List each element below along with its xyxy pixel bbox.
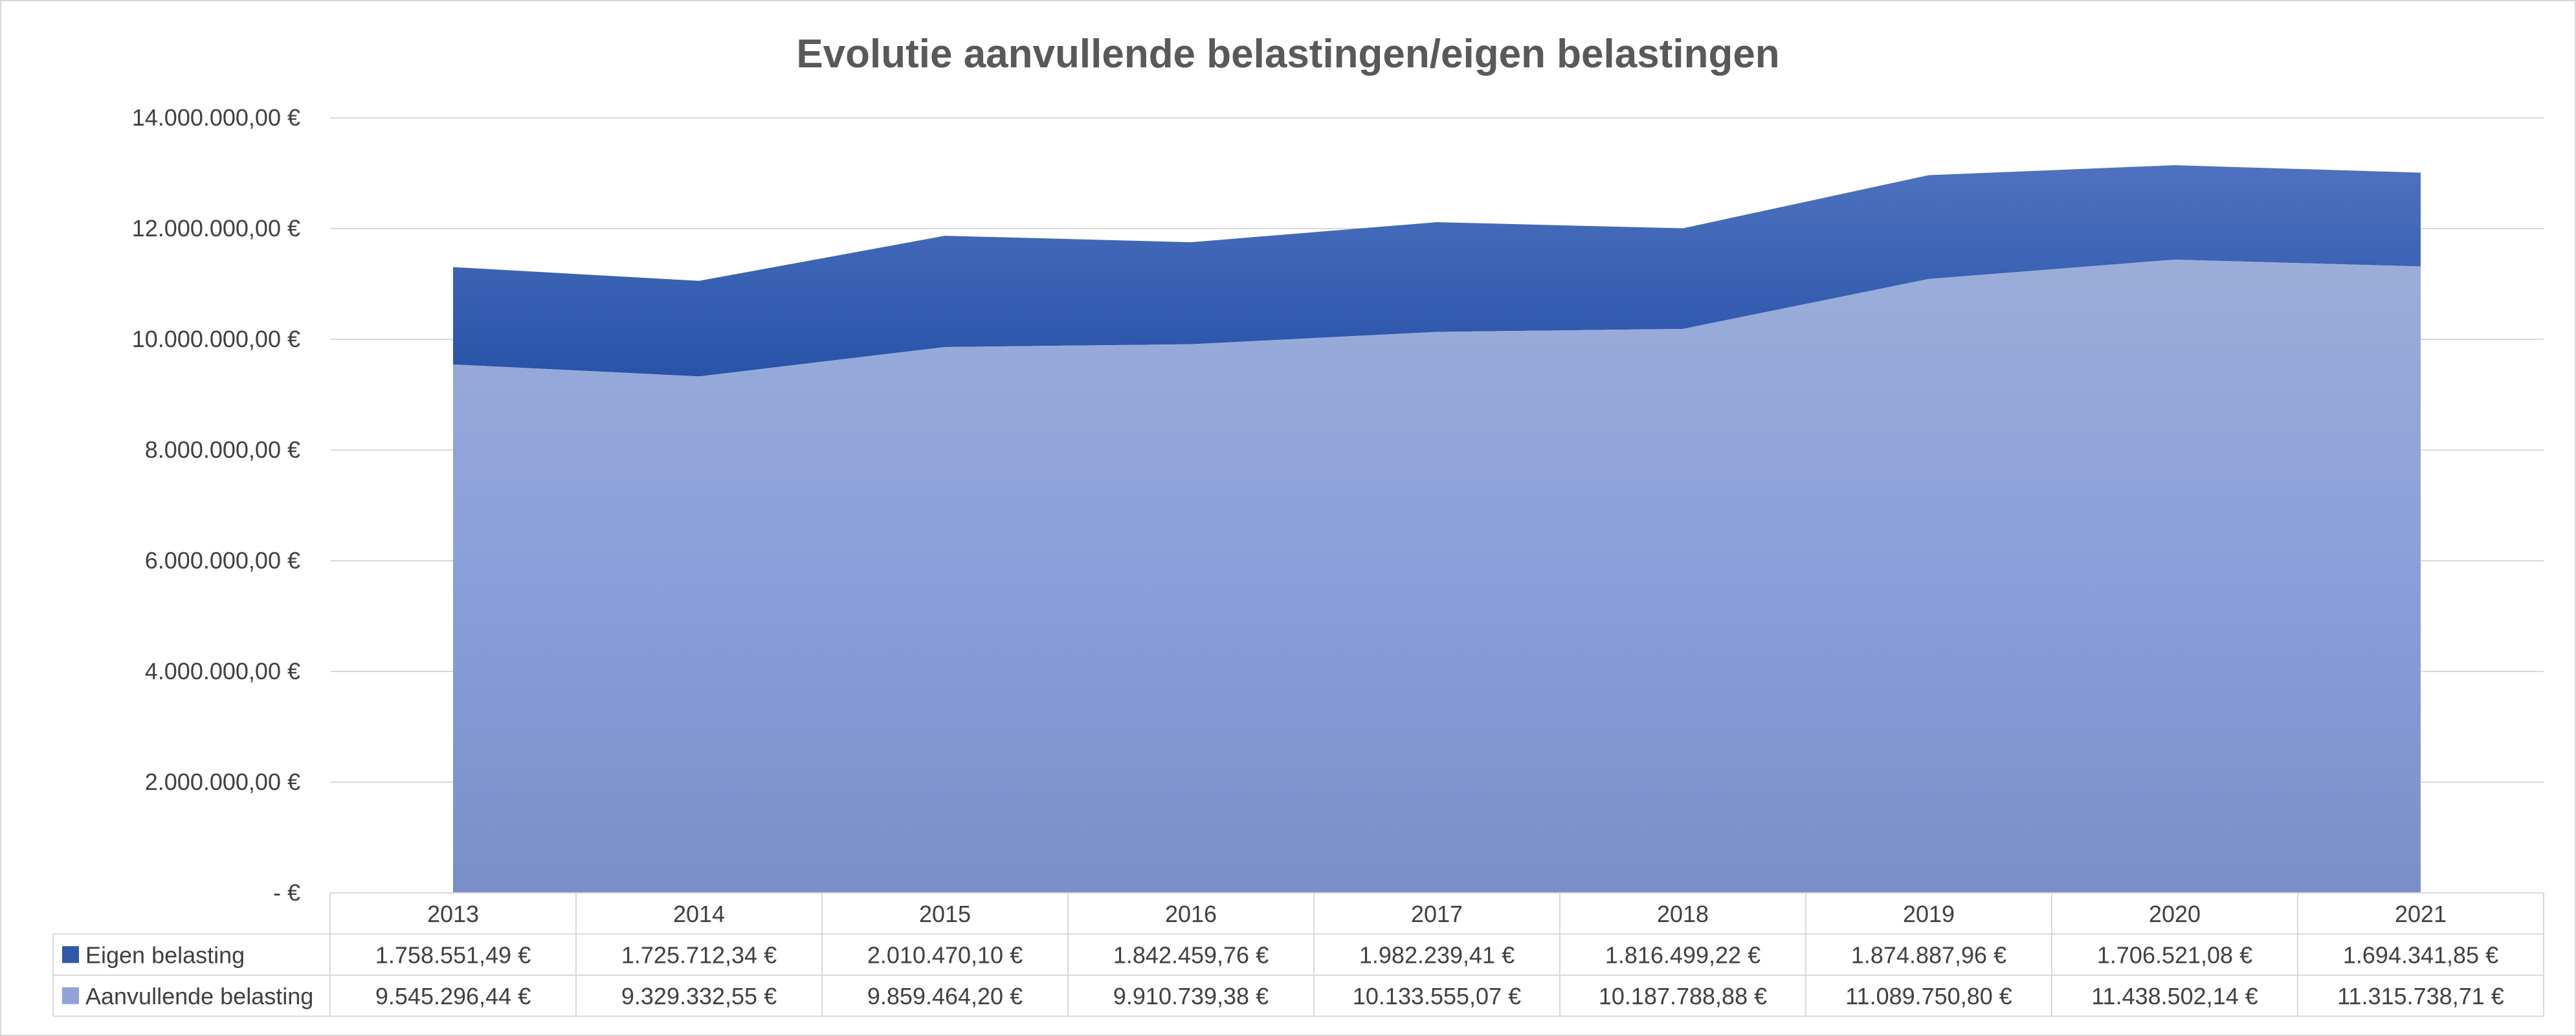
data-table-value: 11.089.750,80 € bbox=[1845, 983, 2012, 1009]
x-category-label: 2015 bbox=[919, 901, 971, 927]
y-axis: - € 2.000.000,00 € 4.000.000,00 € 6.000.000… bbox=[132, 104, 300, 906]
x-category-label: 2014 bbox=[673, 901, 725, 927]
data-table-value: 9.545.296,44 € bbox=[375, 983, 531, 1009]
x-category-label: 2021 bbox=[2395, 901, 2447, 927]
data-table-value: 11.315.738,71 € bbox=[2337, 983, 2504, 1009]
legend-swatch bbox=[62, 946, 79, 963]
x-category-label: 2017 bbox=[1411, 901, 1463, 927]
y-tick-label: 6.000.000,00 € bbox=[145, 547, 300, 574]
data-table-value: 1.874.887,96 € bbox=[1851, 941, 2006, 968]
series-area-eigen-belasting bbox=[453, 165, 2421, 377]
data-table-value: 1.816.499,22 € bbox=[1605, 941, 1760, 968]
data-table-value: 11.438.502,14 € bbox=[2091, 983, 2258, 1009]
data-table-value: 1.842.459,76 € bbox=[1113, 941, 1269, 968]
data-table-value: 9.329.332,55 € bbox=[621, 983, 777, 1009]
data-table-value: 1.982.239,41 € bbox=[1359, 941, 1515, 968]
y-tick-label: 14.000.000,00 € bbox=[132, 104, 300, 131]
data-table-value: 2.010.470,10 € bbox=[867, 941, 1023, 968]
chart-title: Evolutie aanvullende belastingen/eigen b… bbox=[796, 32, 1779, 76]
data-table-value: 1.725.712,34 € bbox=[621, 941, 777, 968]
y-tick-label: 2.000.000,00 € bbox=[145, 769, 300, 795]
data-table-value: 9.910.739,38 € bbox=[1113, 983, 1269, 1009]
legend-swatch bbox=[62, 987, 79, 1004]
x-category-label: 2013 bbox=[427, 901, 479, 927]
data-table-value: 10.133.555,07 € bbox=[1353, 983, 1521, 1009]
data-table-value: 1.706.521,08 € bbox=[2097, 941, 2252, 968]
series-area-aanvullende-belasting bbox=[453, 260, 2421, 893]
x-category-label: 2020 bbox=[2149, 901, 2201, 927]
data-table-value: 9.859.464,20 € bbox=[867, 983, 1023, 1009]
data-table-value: 10.187.788,88 € bbox=[1599, 983, 1767, 1009]
y-tick-label: - € bbox=[273, 879, 300, 906]
data-table-value: 1.758.551,49 € bbox=[375, 941, 531, 968]
y-tick-label: 8.000.000,00 € bbox=[145, 436, 300, 463]
data-table-value: 1.694.341,85 € bbox=[2343, 941, 2498, 968]
y-tick-label: 4.000.000,00 € bbox=[145, 658, 300, 684]
legend-label: Eigen belasting bbox=[85, 941, 245, 968]
y-tick-label: 12.000.000,00 € bbox=[132, 215, 300, 242]
data-table: 2013 2014 2015 2016 2017 2018 2019 2020 2021 Eige… bbox=[52, 892, 2544, 1017]
plot-area bbox=[453, 165, 2421, 893]
legend-label: Aanvullende belasting bbox=[85, 983, 313, 1009]
y-tick-label: 10.000.000,00 € bbox=[132, 326, 300, 352]
x-category-label: 2018 bbox=[1657, 901, 1709, 927]
x-category-label: 2016 bbox=[1165, 901, 1217, 927]
x-category-label: 2019 bbox=[1903, 901, 1955, 927]
